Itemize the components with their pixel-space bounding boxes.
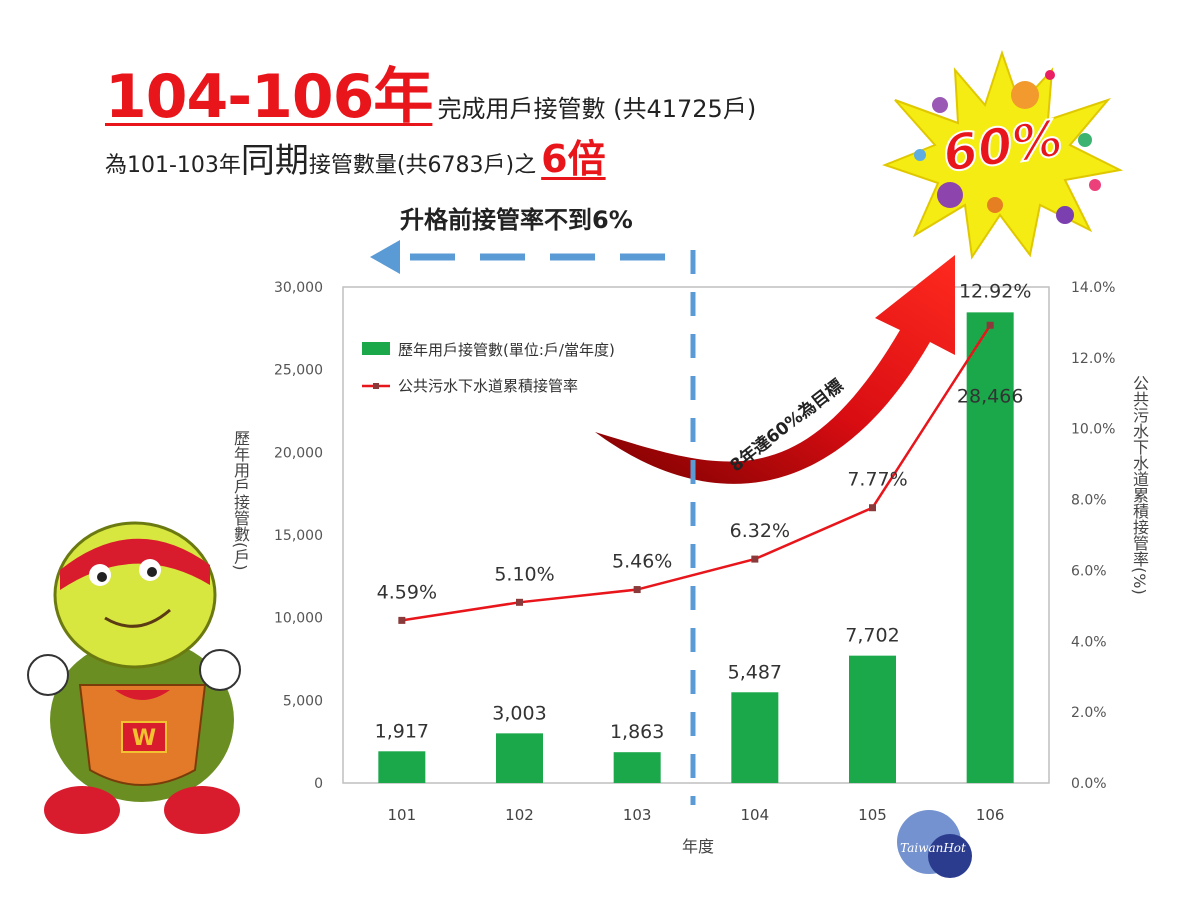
x-tick-label: 103 (623, 806, 652, 824)
bar-103 (613, 752, 661, 783)
mascot-bandana (60, 538, 210, 590)
watermark-circle-front (928, 834, 972, 878)
bar-105 (849, 655, 896, 783)
headline-desc: 完成用戶接管數 (共41725戶) (437, 95, 757, 123)
mascot-shoe-left (44, 786, 120, 834)
y-left-tick-label: 5,000 (283, 693, 323, 709)
x-tick-label: 105 (858, 806, 887, 824)
rate-value-label: 4.59% (377, 581, 437, 603)
pre-upgrade-note: 升格前接管率不到6% (400, 206, 633, 234)
mascot-pupil-left (97, 572, 107, 582)
x-tick-label: 101 (388, 806, 417, 824)
legend: 歷年用戶接管數(單位:戶/當年度) 公共污水下水道累積接管率 (362, 341, 615, 395)
x-axis-title: 年度 (682, 837, 714, 856)
mascot-logo-letter: W (132, 726, 156, 751)
confetti-dot (987, 197, 1003, 213)
left-arrowhead (370, 240, 400, 274)
subheadline-multiple: 6倍 (541, 137, 606, 181)
left-axis: 0 5,000 10,000 15,000 20,000 25,000 30,000 (274, 280, 323, 792)
rate-point-105 (869, 504, 876, 512)
x-tick-label: 102 (505, 806, 534, 824)
y-left-tick-label: 0 (314, 776, 323, 792)
y-right-tick-label: 6.0% (1071, 563, 1107, 579)
y-left-tick-label: 30,000 (274, 280, 323, 296)
y-right-tick-label: 12.0% (1071, 351, 1115, 367)
bar-104 (731, 692, 779, 783)
bar-value-label: 7,702 (845, 625, 899, 647)
rate-value-label: 12.92% (959, 280, 1031, 302)
bar-106 (966, 312, 1014, 783)
y-left-tick-label: 15,000 (274, 528, 323, 544)
bar-102 (496, 733, 543, 783)
rate-value-label: 6.32% (730, 520, 790, 542)
confetti-dot (1045, 70, 1055, 80)
bar-value-labels: 1,917 3,003 1,863 5,487 7,702 28,466 (375, 385, 1024, 743)
y-axis-left-title: 歷年用戶接管數(戶) (231, 430, 250, 571)
subheadline: 為101-103年同期接管數量(共6783戶)之 6倍 (105, 128, 606, 183)
mascot-smile (104, 608, 171, 628)
confetti-dot (937, 182, 963, 208)
turtle-mascot: W (27, 521, 241, 834)
y-right-tick-label: 10.0% (1071, 422, 1115, 438)
subheadline-part1: 為101-103年 (105, 153, 241, 178)
y-right-tick-label: 14.0% (1071, 280, 1115, 296)
rate-value-label: 7.77% (847, 469, 907, 491)
line-value-labels: 4.59% 5.10% 5.46% 6.32% 7.77% 12.92% (377, 280, 1032, 603)
mascot-glove-left (27, 654, 69, 696)
legend-line-label: 公共污水下水道累積接管率 (398, 377, 578, 395)
rate-point-106 (986, 321, 994, 329)
x-tick-label: 104 (741, 806, 770, 824)
taiwanhot-watermark: TaiwanHot (897, 810, 972, 878)
bar-value-label: 5,487 (728, 661, 782, 683)
plot-frame (342, 286, 1050, 784)
rate-value-label: 5.10% (494, 563, 554, 585)
subheadline-part3: 接管數量(共6783戶)之 (308, 153, 537, 178)
y-right-tick-label: 2.0% (1071, 705, 1107, 721)
rate-polyline (401, 324, 992, 622)
y-left-tick-label: 10,000 (274, 611, 323, 627)
mascot-shoe-right (164, 786, 240, 834)
bar-101 (378, 751, 426, 783)
y-right-tick-label: 4.0% (1071, 634, 1107, 650)
mascot-pupil-right (147, 567, 157, 577)
bar-series (378, 312, 1014, 783)
headline-years: 104-106年 (105, 62, 433, 132)
y-right-tick-label: 8.0% (1071, 493, 1107, 509)
subheadline-part2: 同期 (240, 141, 309, 181)
y-left-tick-label: 25,000 (274, 363, 323, 379)
rate-point-104 (751, 555, 759, 563)
bar-value-label: 28,466 (957, 385, 1023, 407)
y-axis-right-title: 公共污水下水道累積接管率(%) (1130, 375, 1149, 595)
confetti-dot (1078, 133, 1092, 147)
confetti-dot (1089, 179, 1101, 191)
legend-bar-label: 歷年用戶接管數(單位:戶/當年度) (398, 341, 615, 359)
mascot-glove-right (199, 649, 241, 691)
headline: 104-106年 完成用戶接管數 (共41725戶) (105, 48, 756, 135)
confetti-dot (914, 149, 926, 161)
confetti-dot (1056, 206, 1074, 224)
category-labels: 101 102 103 104 105 106 (388, 806, 1005, 824)
line-series (398, 321, 994, 624)
mascot-scarf (115, 690, 170, 700)
growth-arrow (595, 255, 955, 484)
rate-point-101 (398, 616, 406, 624)
rate-point-103 (633, 586, 641, 594)
rate-point-102 (516, 598, 523, 606)
bar-value-label: 1,863 (610, 721, 664, 743)
sixty-percent-burst: 60% (882, 49, 1124, 260)
mascot-logo-patch (121, 721, 167, 753)
legend-line-marker (373, 383, 379, 389)
legend-bar-swatch (362, 342, 390, 355)
bar-value-label: 3,003 (492, 702, 546, 724)
bar-value-label: 1,917 (375, 720, 429, 742)
confetti-dot (1011, 81, 1039, 109)
confetti-dot (932, 97, 948, 113)
right-axis: 0.0% 2.0% 4.0% 6.0% 8.0% 10.0% 12.0% 14.0% (1071, 280, 1115, 792)
x-tick-label: 106 (976, 806, 1005, 824)
rate-value-label: 5.46% (612, 551, 672, 573)
y-right-tick-label: 0.0% (1071, 776, 1107, 792)
y-left-tick-label: 20,000 (274, 445, 323, 461)
watermark-text: TaiwanHot (900, 841, 966, 855)
